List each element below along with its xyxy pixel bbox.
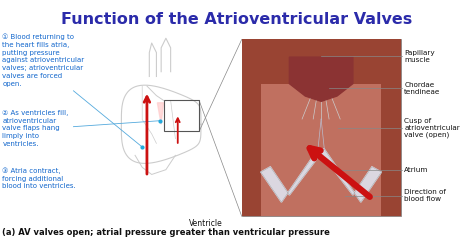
Bar bbox=[164, 100, 199, 131]
Text: ② As ventricles fill,
atrioventricular
valve flaps hang
limply into
ventricles.: ② As ventricles fill, atrioventricular v… bbox=[2, 110, 69, 147]
Polygon shape bbox=[261, 149, 324, 202]
Text: ① Blood returning to
the heart fills atria,
putting pressure
against atrioventri: ① Blood returning to the heart fills atr… bbox=[2, 33, 84, 87]
Text: Atrium: Atrium bbox=[404, 167, 428, 173]
Bar bbox=[242, 39, 401, 84]
Text: Direction of
blood flow: Direction of blood flow bbox=[404, 190, 446, 202]
Text: Cusp of
atrioventricular
valve (open): Cusp of atrioventricular valve (open) bbox=[404, 118, 460, 138]
Polygon shape bbox=[157, 103, 164, 124]
Bar bbox=[242, 39, 261, 216]
Text: Chordae
tendineae: Chordae tendineae bbox=[404, 82, 441, 95]
Text: Ventricle: Ventricle bbox=[189, 219, 223, 228]
Bar bbox=[382, 39, 401, 216]
Polygon shape bbox=[318, 149, 382, 202]
Text: (a) AV valves open; atrial pressure greater than ventricular pressure: (a) AV valves open; atrial pressure grea… bbox=[2, 228, 330, 237]
Polygon shape bbox=[289, 57, 353, 101]
Text: Papillary
muscle: Papillary muscle bbox=[404, 50, 435, 63]
Bar bbox=[242, 39, 401, 216]
Text: Function of the Atrioventricular Valves: Function of the Atrioventricular Valves bbox=[61, 12, 413, 27]
Text: ③ Atria contract,
forcing additional
blood into ventricles.: ③ Atria contract, forcing additional blo… bbox=[2, 167, 76, 189]
